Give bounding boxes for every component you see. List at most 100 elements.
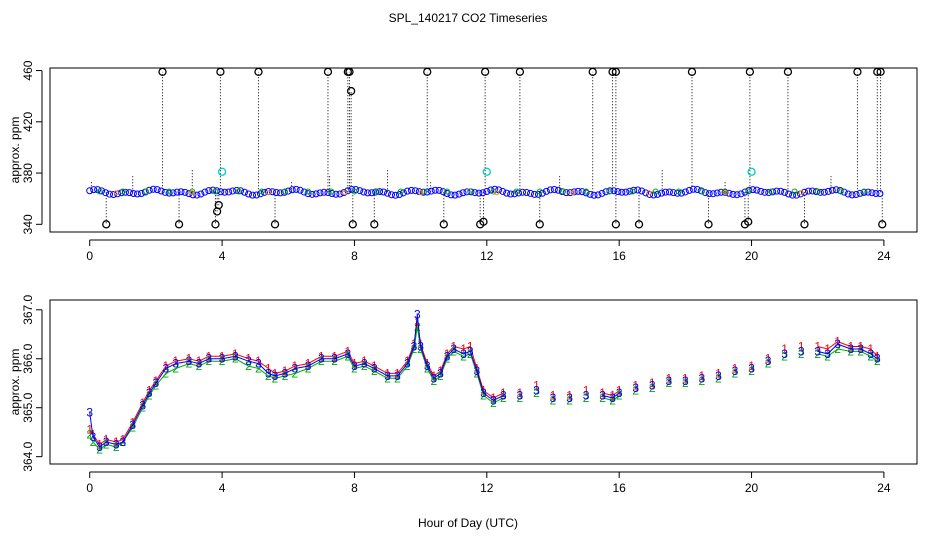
series-1-marker: 1 [732, 362, 739, 376]
series-1-marker: 1 [371, 359, 378, 373]
series-2-marker: 2 [153, 379, 160, 393]
series-3-marker: 3 [748, 362, 755, 376]
series-2-marker: 2 [404, 359, 411, 373]
series-2-marker: 2 [649, 381, 656, 395]
baseline-point [125, 189, 133, 197]
outlier-point [481, 67, 490, 76]
series-1-marker: 1 [205, 349, 212, 363]
baseline-point [868, 189, 876, 197]
outlier-point [611, 220, 621, 229]
baseline-point-green [96, 188, 103, 195]
series-3-marker: 3 [857, 342, 864, 356]
outlier-point [174, 220, 184, 229]
series-2-marker: 2 [814, 347, 821, 361]
series-2-marker: 2 [411, 342, 418, 356]
outlier-point [800, 220, 809, 229]
baseline-point [662, 188, 670, 196]
baseline-point [828, 186, 836, 194]
baseline-point-green [397, 188, 404, 195]
top-y-tick-label: 420 [21, 111, 35, 131]
series-2-marker: 2 [129, 420, 136, 434]
series-3-marker: 3 [331, 352, 338, 366]
series-3-marker: 3 [318, 352, 325, 366]
series-2-marker: 2 [139, 401, 146, 415]
baseline-point-green [861, 188, 868, 195]
baseline-point [646, 190, 654, 198]
baseline-point [638, 187, 646, 195]
series-2-marker: 2 [599, 391, 606, 405]
baseline-point [403, 187, 411, 195]
series-2-marker: 2 [467, 347, 474, 361]
baseline-point [741, 188, 749, 196]
series-2-marker: 2 [162, 366, 169, 380]
series-2-marker: 2 [566, 393, 573, 407]
baseline-point-green [536, 188, 543, 195]
series-2-marker: 2 [361, 359, 368, 373]
baseline-point [848, 191, 856, 199]
series-2-marker: 2 [96, 442, 103, 456]
baseline-point [423, 188, 431, 196]
series-3-marker: 3 [834, 337, 841, 351]
baseline-point [90, 186, 98, 194]
baseline-point-green [745, 188, 752, 195]
series-1-marker: 1 [480, 384, 487, 398]
baseline-point [546, 186, 554, 194]
outlier-point [479, 217, 488, 226]
baseline-point [447, 191, 455, 199]
baseline-point [586, 190, 594, 198]
baseline-point [153, 186, 161, 194]
outlier-point [348, 220, 357, 229]
outlier-point [873, 67, 882, 76]
bottom-x-tick-label: 4 [219, 481, 226, 495]
baseline-point-green [652, 188, 659, 195]
baseline-point [542, 187, 550, 195]
series-1-marker: 1 [715, 366, 722, 380]
series-3-marker: 3 [460, 347, 467, 361]
outlier-point [878, 220, 887, 229]
series-1-marker: 1 [665, 371, 672, 385]
outlier-point [254, 67, 263, 76]
baseline-point [503, 189, 511, 197]
series-3-marker: 3 [265, 366, 272, 380]
baseline-point [471, 189, 479, 197]
baseline-point [368, 189, 376, 197]
baseline-point [241, 188, 249, 196]
baseline-point [189, 191, 197, 199]
series-3-marker: 3 [424, 359, 431, 373]
outlier-point [370, 220, 379, 229]
series-1-marker: 1 [834, 335, 841, 349]
baseline-point [713, 189, 721, 197]
series-1-marker: 1 [404, 354, 411, 368]
baseline-point [320, 188, 328, 196]
series-1-marker: 1 [450, 340, 457, 354]
series-2-marker: 2 [86, 428, 93, 442]
baseline-point [824, 187, 832, 195]
series-2-marker: 2 [665, 376, 672, 390]
baseline-point [197, 190, 205, 198]
baseline-point [332, 190, 340, 198]
series-2-marker: 2 [417, 342, 424, 356]
baseline-point [812, 188, 820, 196]
baseline-point-orange [113, 190, 119, 196]
series-3-marker: 3 [599, 388, 606, 402]
series-3-marker: 3 [814, 344, 821, 358]
series-1-marker: 1 [384, 366, 391, 380]
baseline-point [245, 190, 253, 198]
outlier-point [611, 67, 621, 76]
series-2-marker: 2 [490, 396, 497, 410]
series-2-marker: 2 [186, 357, 193, 371]
baseline-point-orange [494, 190, 500, 196]
baseline-point-green [166, 188, 173, 195]
baseline-point [407, 186, 415, 194]
series-3-marker: 3 [384, 369, 391, 383]
baseline-point [594, 191, 602, 199]
series-3-marker: 3 [550, 391, 557, 405]
baseline-point [181, 188, 189, 196]
baseline-point [665, 188, 673, 196]
series-3-marker: 3 [282, 366, 289, 380]
baseline-point [626, 187, 634, 195]
baseline-point [439, 188, 447, 196]
series-3-marker: 3 [414, 308, 421, 322]
baseline-point [554, 186, 562, 194]
baseline-point-green [768, 188, 775, 195]
